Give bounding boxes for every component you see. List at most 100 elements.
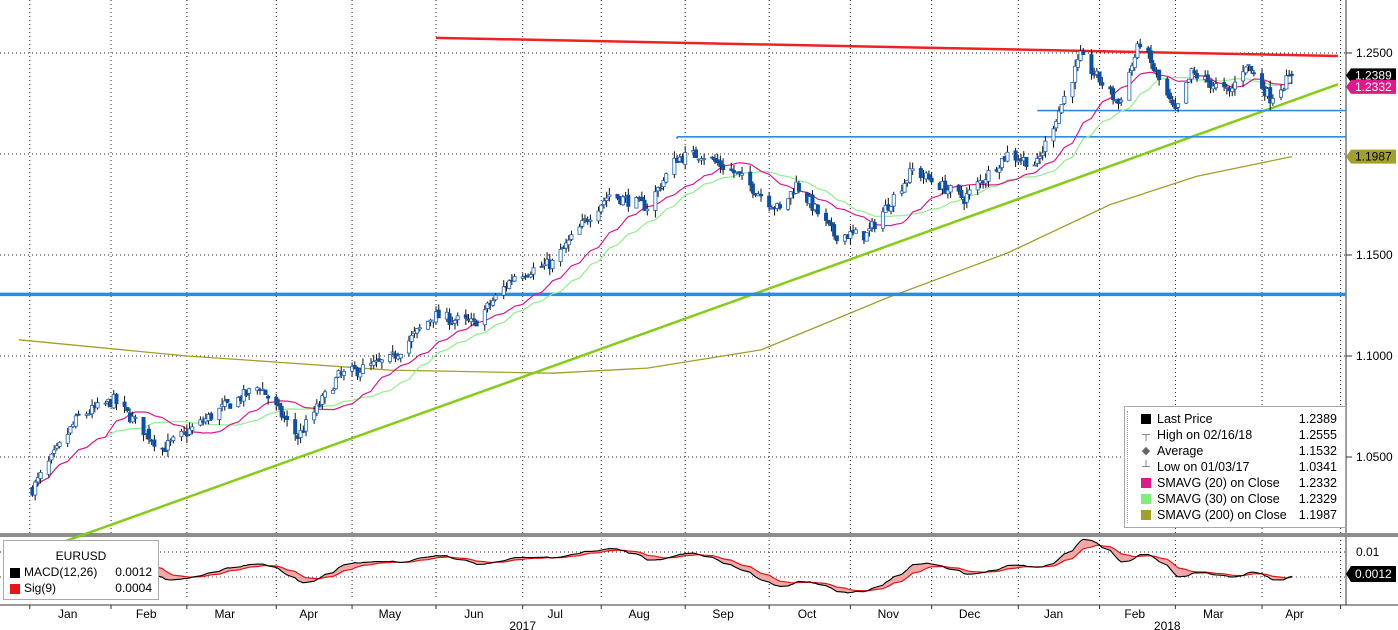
candle-body xyxy=(1097,71,1102,83)
candle-body xyxy=(507,280,512,289)
price-badge-bg xyxy=(1346,149,1396,164)
candle-body xyxy=(371,361,376,366)
legend-tree-line xyxy=(1127,411,1128,523)
candle-body xyxy=(255,387,260,391)
candle-body xyxy=(929,177,934,183)
candle-body xyxy=(76,413,81,416)
candle-body xyxy=(815,204,820,215)
candle-body xyxy=(1251,72,1256,75)
legend-label: High on 02/16/18 xyxy=(1157,428,1253,442)
resistance-line xyxy=(436,36,1338,58)
candle-body xyxy=(1151,63,1156,71)
macd-panel: 0.01 0.0012 xyxy=(0,538,1396,594)
legend-label: Average xyxy=(1157,444,1204,458)
candle-body xyxy=(187,428,192,435)
candle-body xyxy=(967,189,972,195)
candle-body xyxy=(1170,99,1175,105)
candle-body xyxy=(447,313,452,325)
candle-body xyxy=(683,152,688,165)
x-month-label: Dec xyxy=(959,607,980,621)
x-month-label: Oct xyxy=(798,607,817,621)
candle-body xyxy=(95,402,100,409)
candle-body xyxy=(274,396,279,405)
legend-label: SMAVG (30) on Close xyxy=(1157,492,1280,506)
candle-body xyxy=(387,354,392,363)
candles xyxy=(30,38,1294,501)
x-month-label: Nov xyxy=(878,607,899,621)
candle-body xyxy=(918,168,923,178)
macd-badge-label: 0.0012 xyxy=(1355,567,1392,581)
candle-body xyxy=(577,226,582,235)
panel-separator xyxy=(0,533,1398,537)
candle-body xyxy=(786,198,791,210)
candle-body xyxy=(57,441,62,447)
candle-body xyxy=(1075,59,1080,68)
candle-body xyxy=(872,221,877,230)
candle-body xyxy=(729,168,734,171)
candle-body xyxy=(379,359,384,363)
sma20-path xyxy=(31,71,1292,496)
candle-body xyxy=(997,167,1002,173)
candle-body xyxy=(146,428,151,440)
candle-body xyxy=(1037,155,1042,159)
candle-body xyxy=(312,411,317,421)
candle-body xyxy=(165,440,170,451)
candle-body xyxy=(829,222,834,227)
candle-body xyxy=(390,351,395,354)
candle-body xyxy=(750,183,755,194)
candle-body xyxy=(452,320,457,324)
price-badge-bg xyxy=(1346,68,1396,83)
candle-body xyxy=(1189,68,1194,80)
candle-body xyxy=(406,340,411,354)
candle-body xyxy=(46,460,51,475)
candle-body xyxy=(1070,82,1075,98)
legend-value: 1.1987 xyxy=(1298,508,1337,522)
price-badge: 1.2389 xyxy=(1346,68,1396,83)
candle-body xyxy=(90,405,95,415)
candle-body xyxy=(1205,74,1210,83)
support-line xyxy=(32,83,1339,555)
candle-body xyxy=(1089,54,1094,74)
high-marker-icon: ┬ xyxy=(1142,429,1150,441)
candle-body xyxy=(848,231,853,239)
candle-body xyxy=(482,309,487,326)
candle-body xyxy=(718,160,723,167)
candle-body xyxy=(1062,95,1067,104)
candle-body xyxy=(1059,103,1064,114)
legend-value: 1.2329 xyxy=(1298,492,1337,506)
legend-row: ┬ High on 02/16/18 1.2555 xyxy=(1131,427,1341,443)
signal-legend-row: Sig(9) 0.0004 xyxy=(10,581,152,596)
candle-body xyxy=(225,398,230,403)
candle-body xyxy=(1100,82,1105,86)
candle-body xyxy=(65,434,70,444)
candle-body xyxy=(293,419,298,435)
candle-body xyxy=(1032,164,1037,167)
candle-body xyxy=(1192,70,1197,74)
candle-body xyxy=(1043,140,1048,152)
candle-body xyxy=(564,242,569,249)
candle-body xyxy=(864,232,869,242)
x-month-label: Feb xyxy=(136,607,157,621)
legend-swatch-icon xyxy=(1141,494,1151,504)
price-badge: 1.1987 xyxy=(1346,149,1396,164)
candle-body xyxy=(317,404,322,407)
candle-body xyxy=(661,180,666,188)
candle-body xyxy=(436,309,441,319)
candle-body xyxy=(1024,156,1029,167)
candle-body xyxy=(834,235,839,242)
candle-body xyxy=(130,415,135,423)
candle-body xyxy=(471,318,476,321)
candle-body xyxy=(796,183,801,192)
candle-body xyxy=(320,395,325,405)
candle-body xyxy=(1208,79,1213,89)
candle-body xyxy=(1138,43,1143,48)
candle-body xyxy=(1013,150,1018,161)
candle-body xyxy=(279,405,284,418)
candle-body xyxy=(558,248,563,263)
candle-body xyxy=(1268,87,1273,104)
candle-body xyxy=(263,389,268,395)
legend-label: SMAVG (200) on Close xyxy=(1157,508,1287,522)
candle-body xyxy=(125,407,130,412)
candle-body xyxy=(222,400,227,407)
candle-body xyxy=(1132,56,1137,69)
